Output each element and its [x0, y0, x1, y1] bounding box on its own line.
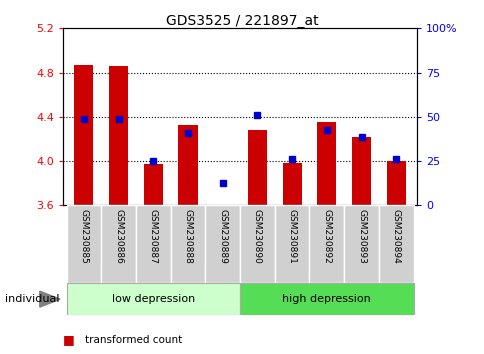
Text: transformed count: transformed count — [85, 335, 182, 345]
Bar — [109, 66, 128, 205]
Bar — [136, 205, 170, 283]
Text: GSM230892: GSM230892 — [322, 209, 331, 264]
Bar — [386, 161, 405, 205]
Text: GSM230893: GSM230893 — [356, 209, 365, 264]
Text: GSM230888: GSM230888 — [183, 209, 192, 264]
Text: individual: individual — [5, 294, 59, 304]
Text: high depression: high depression — [282, 294, 370, 304]
Text: GSM230891: GSM230891 — [287, 209, 296, 264]
Bar — [66, 283, 240, 315]
Bar — [274, 205, 309, 283]
Text: GSM230885: GSM230885 — [79, 209, 88, 264]
Bar — [282, 163, 301, 205]
Bar — [66, 205, 101, 283]
Text: GSM230886: GSM230886 — [114, 209, 123, 264]
Bar — [309, 205, 344, 283]
Text: low depression: low depression — [111, 294, 195, 304]
Text: GSM230887: GSM230887 — [149, 209, 157, 264]
Bar — [205, 205, 240, 283]
Bar — [74, 65, 93, 205]
Bar — [378, 205, 413, 283]
Text: ■: ■ — [63, 333, 75, 346]
Bar — [317, 122, 336, 205]
Bar — [240, 205, 274, 283]
Bar — [247, 130, 266, 205]
Bar — [170, 205, 205, 283]
Bar — [344, 205, 378, 283]
Bar — [351, 137, 370, 205]
Polygon shape — [40, 291, 60, 307]
Bar — [178, 125, 197, 205]
Bar — [101, 205, 136, 283]
Text: GSM230890: GSM230890 — [253, 209, 261, 264]
Bar — [143, 164, 163, 205]
Text: GSM230889: GSM230889 — [218, 209, 227, 264]
Text: GSM230894: GSM230894 — [391, 209, 400, 264]
Bar — [240, 283, 413, 315]
Text: GDS3525 / 221897_at: GDS3525 / 221897_at — [166, 14, 318, 28]
